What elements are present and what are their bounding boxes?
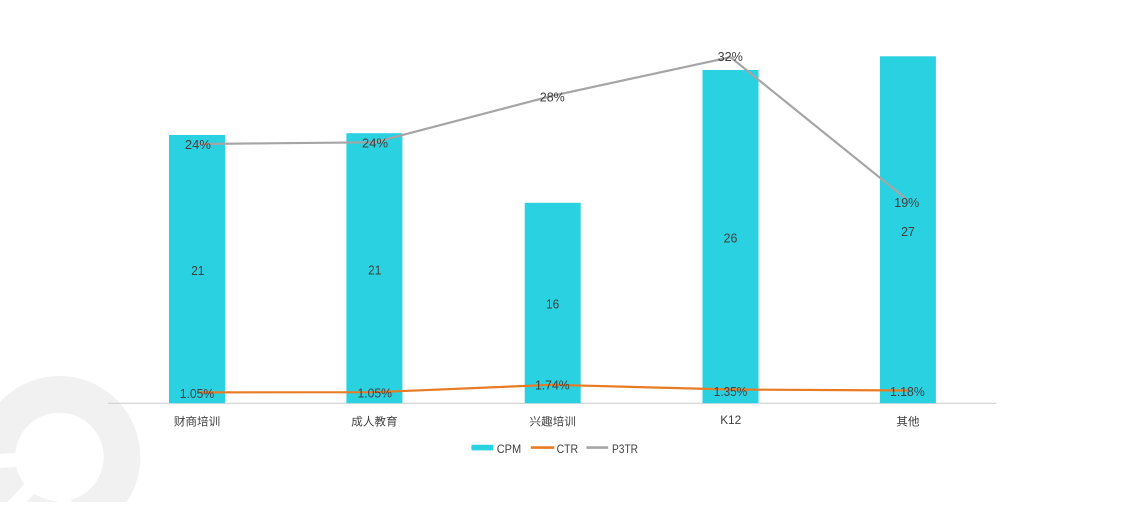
svg-text:1.35%: 1.35% bbox=[714, 384, 747, 399]
svg-text:1.05%: 1.05% bbox=[357, 386, 392, 401]
svg-text:27: 27 bbox=[901, 224, 915, 239]
svg-text:21: 21 bbox=[191, 263, 204, 278]
svg-text:28%: 28% bbox=[540, 89, 565, 104]
svg-text:16: 16 bbox=[546, 297, 559, 312]
svg-text:K12: K12 bbox=[720, 413, 741, 427]
svg-text:1.05%: 1.05% bbox=[180, 386, 215, 401]
svg-text:26: 26 bbox=[724, 231, 738, 246]
svg-text:1.18%: 1.18% bbox=[890, 384, 925, 399]
svg-text:CPM: CPM bbox=[497, 442, 522, 456]
svg-text:CTR: CTR bbox=[557, 442, 579, 456]
svg-text:P3TR: P3TR bbox=[612, 442, 638, 456]
svg-text:1.74%: 1.74% bbox=[535, 378, 570, 393]
svg-text:21: 21 bbox=[368, 262, 381, 277]
svg-text:32%: 32% bbox=[718, 49, 743, 64]
svg-text:24%: 24% bbox=[362, 136, 388, 151]
svg-text:19%: 19% bbox=[894, 195, 919, 210]
svg-text:24%: 24% bbox=[185, 137, 211, 152]
